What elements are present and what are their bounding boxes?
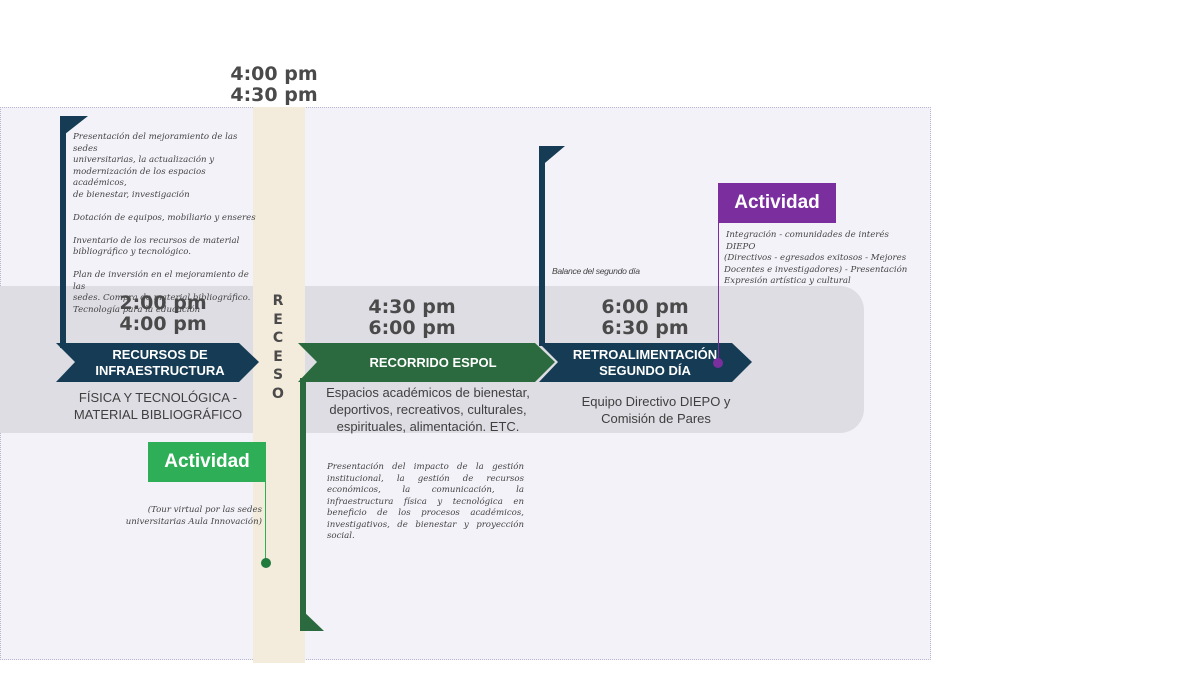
activity-purple-desc: Integración - comunidades de interés DIE…	[724, 230, 914, 288]
espol-sub-line2: deportivos, recreativos, culturales,	[329, 402, 527, 417]
activity-green-line	[265, 482, 266, 562]
purple-note-line: Docentes e investigadores) - Presentació…	[724, 264, 908, 275]
retro-arrow-label: RETROALIMENTACIÓN SEGUNDO DÍA	[556, 343, 734, 382]
infra-note-line: modernización de los espacios académicos…	[73, 166, 206, 189]
receso-time-start: 4:00 pm	[230, 63, 318, 85]
retro-title-line2: SEGUNDO DÍA	[599, 362, 691, 378]
espol-arrow-shape	[298, 343, 555, 382]
receso-letter: C	[272, 330, 284, 346]
espol-sub-line3: espirituales, alimentación. ETC.	[336, 419, 520, 434]
infra-subtitle: FÍSICA Y TECNOLÓGICA - MATERIAL BIBLIOGR…	[58, 389, 258, 423]
infra-note-line: Tecnología para la educación	[73, 304, 201, 315]
retro-time-end: 6:30 pm	[601, 317, 689, 339]
activity-label-green: Actividad	[164, 451, 250, 472]
activity-label-purple: Actividad	[734, 192, 820, 213]
infra-notes: Presentación del mejoramiento de las sed…	[73, 132, 258, 316]
activity-green-desc-line2: universitarias Aula Innovación)	[125, 516, 262, 527]
infra-note-line: Dotación de equipos, mobiliario y ensere…	[73, 212, 256, 223]
purple-note-line: (Directivos - egresados exitosos - Mejor…	[724, 253, 907, 263]
infra-time-start: 2:00 pm	[119, 292, 207, 314]
infra-note-line: Inventario de los recursos de material	[73, 235, 240, 246]
espol-note-line: física y tecnológica en beneficio de los…	[327, 496, 524, 519]
espol-note-line: proyección social.	[327, 519, 524, 542]
activity-badge-purple: Actividad	[718, 183, 836, 223]
espol-notes: Presentación del impacto de la gestión i…	[327, 462, 524, 543]
espol-arrow-label: RECORRIDO ESPOL	[317, 343, 549, 382]
purple-note-line: Integración - comunidades de interés DIE…	[726, 230, 889, 252]
activity-green-desc-line1: (Tour virtual por las sedes	[147, 505, 262, 515]
infra-note-line: bibliográfico y tecnológico.	[73, 247, 191, 257]
receso-time-end: 4:30 pm	[230, 84, 318, 106]
espol-subtitle: Espacios académicos de bienestar, deport…	[313, 384, 543, 435]
infra-title-line1: RECURSOS DE	[112, 346, 208, 362]
infra-sub-line2: MATERIAL BIBLIOGRÁFICO	[73, 407, 243, 422]
espol-time-end: 6:00 pm	[368, 317, 456, 339]
retro-balance-text: Balance del segundo día	[552, 266, 640, 276]
infra-flag-pole	[60, 116, 66, 348]
receso-time: 4:00 pm 4:30 pm	[222, 64, 326, 106]
retro-subtitle: Equipo Directivo DIEPO y Comisión de Par…	[566, 393, 746, 427]
retro-title-line1: RETROALIMENTACIÓN	[572, 346, 718, 362]
receso-letter: S	[272, 367, 284, 383]
infra-flag	[60, 116, 88, 138]
retro-sub-line1: Equipo Directivo DIEPO y	[581, 394, 731, 409]
infra-note-line: Plan de inversión en el mejoramiento de …	[73, 270, 249, 292]
espol-note-line: académicos, investigativos, de bienestar…	[327, 508, 525, 530]
infra-sub-line1: FÍSICA Y TECNOLÓGICA -	[78, 390, 238, 405]
receso-letter: O	[272, 385, 284, 402]
retro-time: 6:00 pm 6:30 pm	[560, 297, 730, 339]
receso-column	[253, 107, 305, 663]
purple-note-line: Expresión artística y cultural	[724, 276, 851, 286]
activity-purple-dot	[713, 358, 723, 368]
infra-note-line: Presentación del mejoramiento de las sed…	[73, 132, 238, 154]
espol-note-line: económicos, la comunicación, la infraest…	[327, 485, 524, 507]
receso-label: R E C E S O	[268, 292, 288, 403]
espol-note-line: institucional, la gestión de recursos	[327, 473, 524, 484]
espol-time: 4:30 pm 6:00 pm	[327, 297, 497, 339]
activity-green-desc: (Tour virtual por las sedes universitari…	[112, 505, 262, 528]
infra-title-line2: INFRAESTRUCTURA	[95, 362, 225, 378]
receso-letter: E	[273, 311, 283, 328]
receso-letter: E	[273, 348, 283, 365]
espol-note-line: Presentación del impacto de la gestión	[327, 462, 524, 472]
infra-note-line: sedes. Compra de material bibliográfico.	[73, 293, 251, 303]
infra-time: 2:00 pm 4:00 pm	[78, 293, 248, 335]
activity-badge-green: Actividad	[148, 442, 266, 482]
retro-arrow-shape	[539, 343, 752, 382]
espol-time-start: 4:30 pm	[368, 296, 456, 318]
infra-time-end: 4:00 pm	[119, 313, 207, 335]
infra-note-line: universitarias, la actualización y	[73, 155, 215, 165]
retro-flag	[539, 146, 565, 168]
espol-sub-line1: Espacios académicos de bienestar,	[326, 385, 530, 400]
infra-arrow-shape	[56, 343, 259, 382]
activity-green-dot	[261, 558, 271, 568]
infra-arrow-label: RECURSOS DE INFRAESTRUCTURA	[75, 343, 245, 382]
espol-flag-pole	[300, 378, 306, 630]
infra-note-line: de bienestar, investigación	[73, 189, 190, 200]
activity-purple-line	[718, 223, 719, 360]
retro-sub-line2: Comisión de Pares	[601, 411, 711, 426]
retro-balance-note: Balance del segundo día	[552, 266, 702, 278]
retro-time-start: 6:00 pm	[601, 296, 689, 318]
retro-flag-pole	[539, 146, 545, 346]
espol-flag	[300, 608, 324, 631]
receso-letter: R	[272, 293, 284, 309]
espol-title-line1: RECORRIDO ESPOL	[369, 354, 497, 370]
